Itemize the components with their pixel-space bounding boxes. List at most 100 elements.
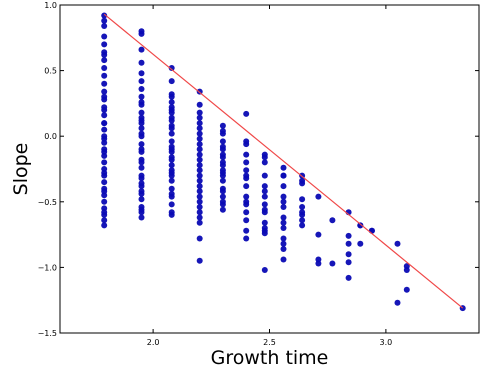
data-point: [219, 128, 226, 134]
data-point: [280, 219, 287, 226]
data-point: [101, 23, 108, 29]
data-point: [168, 185, 175, 192]
data-point: [196, 214, 203, 221]
data-point: [101, 188, 108, 195]
data-point: [168, 109, 175, 116]
data-point: [219, 198, 226, 205]
data-point: [357, 222, 364, 229]
y-tick-label: 0.0: [44, 132, 57, 141]
data-point: [196, 156, 203, 163]
data-point: [138, 146, 145, 153]
data-point: [138, 190, 145, 197]
data-point: [243, 193, 250, 200]
data-point: [101, 33, 108, 40]
data-point: [243, 167, 250, 174]
data-point: [315, 260, 322, 267]
data-point: [280, 235, 287, 242]
data-point: [280, 172, 287, 179]
data-point: [101, 112, 108, 119]
data-point: [138, 120, 145, 127]
data-point: [280, 204, 287, 210]
data-point: [168, 162, 175, 169]
data-point: [243, 209, 250, 216]
data-points: [101, 12, 466, 312]
data-point: [168, 78, 175, 85]
data-point: [280, 225, 287, 231]
data-point: [138, 206, 145, 213]
data-point: [219, 151, 226, 158]
data-point: [101, 159, 108, 166]
data-point: [168, 65, 175, 71]
data-point: [261, 227, 268, 234]
data-point: [219, 167, 226, 174]
data-point: [403, 286, 410, 293]
data-point: [101, 217, 108, 224]
data-point: [219, 206, 226, 213]
data-point: [138, 141, 145, 148]
data-point: [196, 135, 203, 142]
data-point: [261, 154, 268, 161]
data-point: [299, 196, 306, 203]
data-point: [101, 12, 108, 19]
data-point: [101, 107, 108, 113]
data-point: [261, 183, 268, 190]
data-point: [168, 125, 175, 132]
data-point: [243, 172, 250, 179]
y-tick-label: 1.0: [44, 1, 57, 10]
data-point: [168, 143, 175, 150]
data-point: [299, 222, 306, 229]
data-point: [261, 172, 268, 179]
y-tick-label: 0.5: [44, 67, 57, 76]
data-point: [261, 201, 268, 208]
data-point: [196, 177, 203, 184]
data-point: [138, 30, 145, 37]
data-point: [219, 138, 226, 145]
data-point: [138, 114, 145, 121]
data-point: [261, 267, 268, 273]
data-point: [219, 143, 226, 150]
data-point: [280, 164, 287, 171]
data-point: [196, 209, 203, 216]
x-axis-title: Growth time: [211, 347, 329, 369]
data-point: [196, 162, 203, 169]
data-point: [357, 240, 364, 247]
data-point: [243, 227, 250, 234]
data-point: [196, 114, 203, 121]
data-point: [345, 232, 352, 239]
data-point: [138, 46, 145, 53]
data-point: [261, 206, 268, 213]
data-point: [101, 17, 108, 24]
data-point: [101, 80, 108, 87]
data-point: [243, 151, 250, 158]
data-point: [315, 193, 322, 200]
data-point: [168, 99, 175, 106]
data-point: [196, 141, 203, 148]
data-point: [243, 183, 250, 190]
x-tick-label: 2.0: [147, 338, 160, 347]
y-tick-label: −1.5: [38, 329, 57, 338]
data-point: [168, 211, 175, 218]
data-point: [101, 57, 108, 64]
data-point: [196, 257, 203, 264]
data-point: [101, 148, 108, 155]
data-point: [101, 169, 108, 176]
data-point: [168, 167, 175, 174]
trend-line: [103, 13, 464, 309]
data-point: [196, 101, 203, 108]
data-point: [299, 204, 306, 210]
data-point: [138, 214, 145, 221]
data-point: [243, 217, 250, 224]
data-point: [101, 222, 108, 229]
data-point: [299, 209, 306, 216]
data-point: [138, 86, 145, 92]
data-point: [280, 256, 287, 263]
data-point: [138, 99, 145, 106]
data-point: [219, 122, 226, 129]
data-point: [138, 109, 145, 116]
data-point: [196, 188, 203, 195]
data-point: [138, 93, 145, 100]
data-point: [329, 260, 336, 267]
data-point: [299, 217, 306, 224]
data-point: [219, 193, 226, 200]
